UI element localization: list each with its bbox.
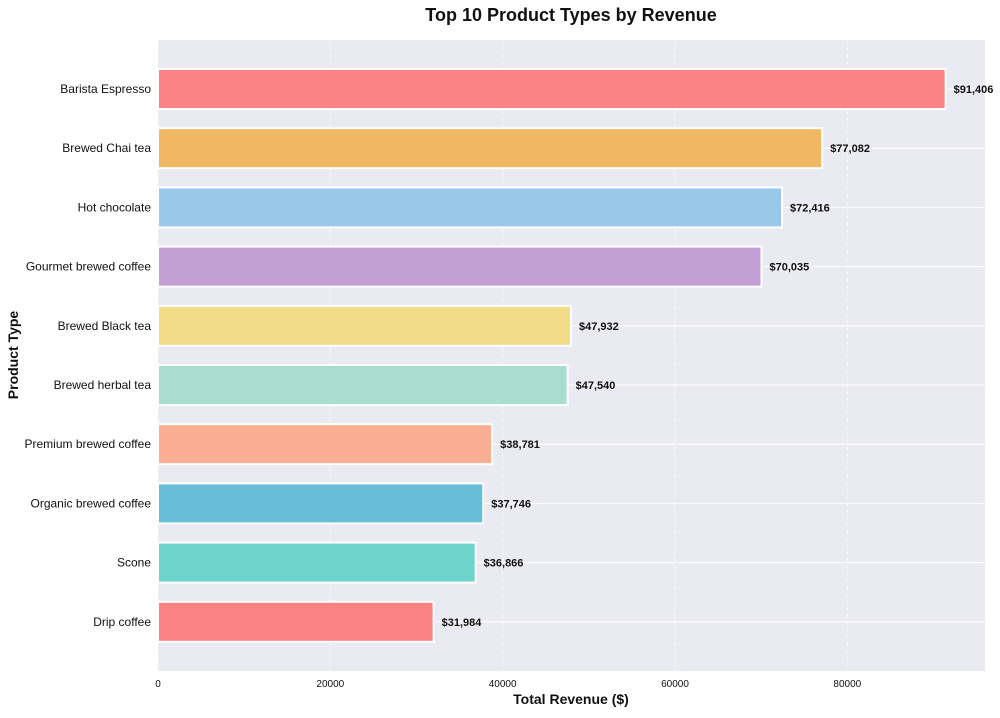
chart-title: Top 10 Product Types by Revenue [425,5,716,25]
x-tick-label: 0 [155,679,161,690]
data-label: $47,932 [579,321,619,333]
bar [157,364,569,406]
y-tick-label: Barista Espresso [60,82,151,96]
data-label: $37,746 [491,498,531,510]
data-label: $70,035 [769,262,809,274]
data-label: $77,082 [830,143,870,155]
bar [157,541,477,584]
bar [157,68,947,110]
y-tick-label: Brewed Black tea [58,319,152,333]
y-tick-label: Drip coffee [93,615,151,629]
y-tick-label: Premium brewed coffee [24,437,151,451]
y-tick-label: Scone [117,556,151,570]
data-label: $31,984 [442,617,483,629]
y-tick-label: Hot chocolate [78,200,152,214]
x-tick-label: 40000 [489,679,517,690]
data-label: $38,781 [500,439,540,451]
bar [157,304,573,347]
y-tick-label: Organic brewed coffee [30,496,151,510]
x-axis-label: Total Revenue ($) [513,691,629,707]
y-tick-label: Gourmet brewed coffee [26,260,152,274]
data-label: $47,540 [576,380,616,392]
data-label: $72,416 [790,202,830,214]
y-tick-label: Brewed Chai tea [62,141,151,155]
data-label: $91,406 [954,84,994,96]
bar [157,186,783,229]
x-tick-label: 60000 [661,679,689,690]
bar [157,127,824,170]
x-tick-label: 20000 [316,679,344,690]
data-label: $36,866 [484,558,524,570]
bar [157,245,763,288]
y-axis-label: Product Type [5,311,21,400]
x-tick-label: 80000 [833,679,861,690]
bar [157,482,485,525]
bar [157,423,494,466]
y-tick-label: Brewed herbal tea [54,378,152,392]
bar [157,600,435,643]
